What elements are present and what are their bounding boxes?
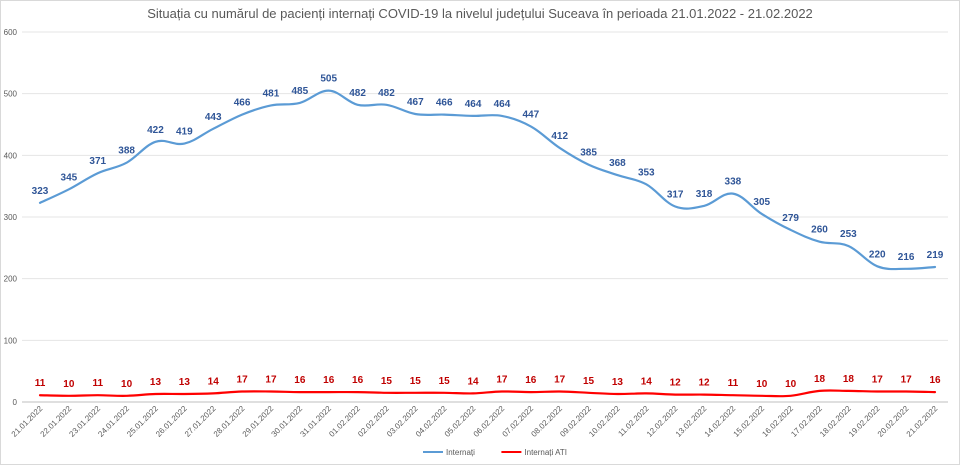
gridlines	[22, 31, 948, 403]
data-label: 385	[580, 148, 597, 159]
data-label: 16	[294, 375, 306, 386]
data-label: 17	[265, 375, 277, 386]
data-label: 466	[436, 98, 453, 109]
data-label: 318	[696, 189, 713, 200]
data-label: 16	[525, 375, 537, 386]
data-label: 388	[118, 146, 135, 157]
data-label: 17	[901, 375, 913, 386]
data-label: 17	[496, 375, 508, 386]
data-label: 10	[121, 379, 133, 390]
data-label: 16	[929, 375, 941, 386]
y-tick-label: 100	[4, 336, 18, 345]
legend: Internați Internați ATI	[423, 448, 567, 457]
data-label: 412	[551, 131, 568, 142]
data-label: 482	[349, 88, 366, 99]
data-label: 18	[843, 374, 855, 385]
data-label: 14	[641, 376, 653, 387]
y-tick-label: 600	[4, 28, 18, 37]
data-label: 15	[583, 376, 595, 387]
data-label: 11	[92, 378, 103, 389]
data-label: 482	[378, 88, 395, 99]
data-label: 15	[410, 376, 422, 387]
data-label: 220	[869, 249, 886, 260]
data-label: 505	[320, 74, 337, 85]
data-label: 279	[782, 213, 799, 224]
data-label: 16	[323, 375, 335, 386]
data-label: 17	[237, 375, 249, 386]
data-label: 11	[728, 378, 739, 389]
data-label: 368	[609, 158, 626, 169]
data-label: 422	[147, 125, 164, 136]
x-axis: 21.01.202222.01.202223.01.202224.01.2022…	[10, 404, 940, 439]
data-label: 17	[872, 375, 884, 386]
data-label: 12	[698, 378, 710, 389]
y-tick-label: 500	[4, 90, 18, 99]
series-line-1	[38, 389, 937, 398]
data-label: 345	[61, 172, 78, 183]
legend-label-1: Internați ATI	[524, 448, 567, 457]
data-label: 260	[811, 225, 828, 236]
data-label: 467	[407, 97, 424, 108]
data-label: 18	[814, 374, 826, 385]
data-label: 443	[205, 112, 222, 123]
data-label: 15	[381, 376, 393, 387]
data-label: 419	[176, 127, 193, 138]
data-label: 253	[840, 229, 857, 240]
data-label: 10	[785, 379, 797, 390]
data-label: 13	[612, 377, 624, 388]
data-label: 15	[439, 376, 451, 387]
data-label: 485	[291, 86, 308, 97]
y-tick-label: 200	[4, 275, 18, 284]
data-label: 14	[468, 376, 480, 387]
data-label: 464	[465, 99, 482, 110]
data-label: 353	[638, 167, 655, 178]
data-label: 481	[263, 88, 280, 99]
data-label: 11	[35, 378, 46, 389]
data-label: 10	[756, 379, 768, 390]
legend-label-0: Internați	[446, 448, 475, 457]
series-lines	[38, 89, 937, 398]
y-tick-label: 0	[13, 398, 18, 407]
data-label: 12	[670, 378, 682, 389]
data-label: 16	[352, 375, 364, 386]
data-label: 13	[150, 377, 162, 388]
data-label: 338	[725, 177, 742, 188]
data-label: 371	[89, 156, 106, 167]
data-label: 305	[753, 197, 770, 208]
data-label: 464	[494, 99, 511, 110]
data-label: 219	[927, 250, 944, 261]
data-label: 14	[208, 376, 220, 387]
x-tick-label: 21.02.2022	[905, 404, 940, 439]
y-tick-label: 400	[4, 151, 18, 160]
data-label: 317	[667, 190, 684, 201]
data-label: 323	[32, 186, 49, 197]
data-label: 10	[63, 379, 75, 390]
data-label: 216	[898, 252, 915, 263]
data-label: 13	[179, 377, 191, 388]
data-label: 447	[522, 109, 539, 120]
y-tick-label: 300	[4, 213, 18, 222]
data-label: 17	[554, 375, 566, 386]
data-labels: 323 345 371 388 422 419 443 466 481 485 505 482 482 4…	[32, 74, 944, 390]
data-label: 466	[234, 98, 251, 109]
chart-title: Situația cu numărul de pacienți internaț…	[147, 6, 813, 21]
y-axis: 0 100 200 300 400 500 600	[4, 28, 18, 407]
series-line-0	[38, 89, 937, 271]
